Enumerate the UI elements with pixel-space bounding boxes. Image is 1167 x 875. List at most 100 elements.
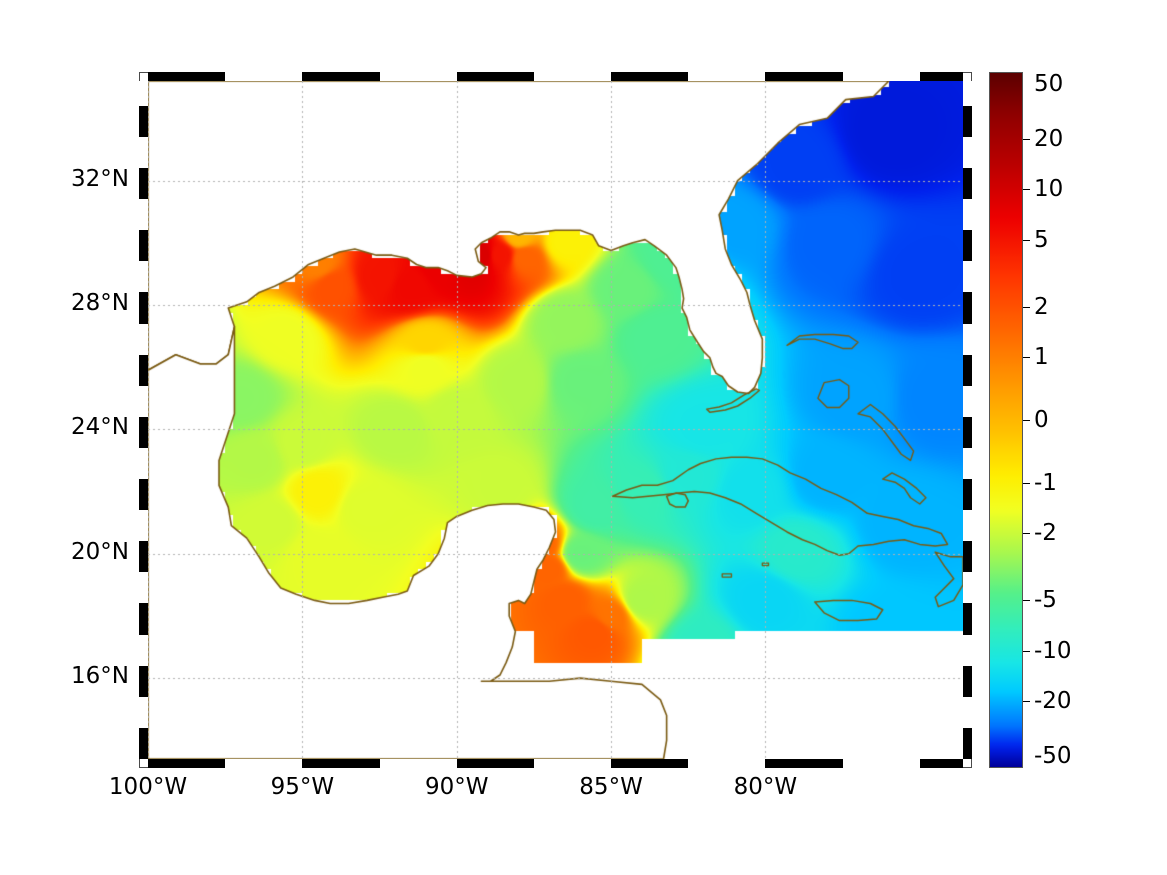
axis-band-segment [963, 696, 972, 728]
colorbar-tick-label: 5 [1034, 226, 1049, 253]
axis-band-segment [765, 759, 843, 768]
axis-tick-band-bottom [148, 759, 963, 768]
colorbar-tick-mark [1023, 701, 1030, 703]
axis-band-segment [139, 168, 148, 200]
axis-band-segment [139, 81, 148, 106]
colorbar-tick-mark [1023, 357, 1030, 359]
longitude-tick-label: 85°W [579, 774, 643, 800]
axis-band-segment [139, 292, 148, 324]
axis-band-segment [842, 759, 920, 768]
latitude-tick-label: 32°N [71, 165, 129, 192]
longitude-tick-label: 90°W [424, 774, 489, 800]
axis-band-segment [842, 72, 920, 81]
axis-band-segment [139, 696, 148, 728]
colorbar-tick-label: 1 [1034, 344, 1049, 371]
graticule-layer [148, 81, 963, 759]
axis-band-segment [963, 354, 972, 386]
axis-band-segment [688, 759, 766, 768]
axis-band-segment [919, 759, 963, 768]
axis-band-segment [963, 105, 972, 137]
axis-band-segment [139, 199, 148, 231]
colorbar-tick-mark [1023, 189, 1030, 191]
longitude-tick-label: 80°W [733, 774, 798, 800]
axis-band-segment [963, 727, 972, 759]
axis-band-segment [611, 72, 689, 81]
colorbar-tick-label: -20 [1034, 688, 1072, 715]
colorbar-tick-label: 20 [1034, 125, 1064, 152]
axis-band-segment [963, 603, 972, 635]
axis-band-segment [963, 510, 972, 542]
colorbar-tick-mark [1023, 533, 1030, 535]
axis-band-segment [139, 136, 148, 169]
colorbar-tick-label: -50 [1034, 743, 1072, 769]
colorbar-tick-mark [1023, 239, 1030, 241]
map-plot-inner [148, 81, 963, 759]
latitude-tick-label: 16°N [71, 663, 129, 690]
axis-band-segment [139, 416, 148, 448]
map-plot-area[interactable] [148, 81, 963, 759]
axis-band-segment [533, 759, 612, 768]
axis-band-segment [225, 759, 303, 768]
axis-band-segment [963, 665, 972, 697]
axis-band-segment [963, 136, 972, 169]
axis-band-segment [139, 634, 148, 666]
axis-band-segment [139, 510, 148, 542]
colorbar-tick-mark [1023, 420, 1030, 421]
axis-band-segment [963, 81, 972, 106]
colorbar[interactable]: 50 20 10 5 2 1 0 -1 -2 -5 -10 -20 -50 [989, 71, 1072, 769]
axis-band-segment [765, 72, 843, 81]
colorbar-tick-mark [1023, 600, 1030, 602]
axis-band-segment [139, 105, 148, 137]
axis-band-segment [919, 72, 963, 81]
axis-band-segment [379, 759, 457, 768]
axis-band-segment [139, 665, 148, 697]
axis-band-segment [456, 759, 534, 768]
axis-band-segment [139, 603, 148, 635]
latitude-tick-label: 24°N [71, 414, 129, 441]
axis-band-segment [139, 727, 148, 759]
axis-band-segment [148, 759, 226, 768]
axis-band-segment [963, 572, 972, 604]
axis-band-segment [963, 261, 972, 293]
axis-band-segment [963, 385, 972, 417]
axis-band-segment [963, 323, 972, 355]
axis-band-segment [225, 72, 303, 81]
axis-band-segment [139, 230, 148, 262]
axis-band-segment [963, 416, 972, 448]
colorbar-tick-label: 2 [1034, 293, 1049, 320]
axis-band-segment [139, 541, 148, 573]
axis-band-segment [963, 292, 972, 324]
axis-band-segment [963, 199, 972, 231]
colorbar-tick-label: -5 [1034, 587, 1057, 614]
colorbar-tick-mark [1023, 650, 1030, 652]
axis-band-segment [379, 72, 457, 81]
axis-band-segment [963, 230, 972, 262]
axis-band-segment [456, 72, 534, 81]
longitude-tick-label: 95°W [270, 774, 335, 800]
axis-band-segment [302, 759, 380, 768]
axis-band-segment [139, 323, 148, 355]
axis-tick-band-right [963, 81, 972, 759]
axis-band-segment [139, 261, 148, 293]
axis-band-segment [688, 72, 766, 81]
axis-band-segment [533, 72, 612, 81]
axis-band-segment [611, 759, 689, 768]
axis-band-segment [139, 479, 148, 511]
colorbar-tick-label: 50 [1034, 71, 1064, 97]
axis-tick-band-left [139, 81, 148, 759]
colorbar-gradient [989, 72, 1023, 768]
axis-band-segment [139, 572, 148, 604]
colorbar-tick-label: 10 [1034, 176, 1064, 203]
latitude-tick-label: 28°N [71, 289, 129, 316]
axis-band-segment [963, 479, 972, 511]
colorbar-tick-mark [1023, 138, 1030, 140]
axis-band-segment [302, 72, 380, 81]
latitude-tick-label: 20°N [71, 538, 129, 565]
colorbar-tick-label: -10 [1034, 637, 1072, 664]
axis-band-segment [963, 634, 972, 666]
colorbar-tick-label: 0 [1034, 407, 1049, 433]
axis-band-segment [963, 168, 972, 200]
colorbar-tick-mark [1023, 306, 1030, 308]
axis-band-segment [148, 72, 226, 81]
